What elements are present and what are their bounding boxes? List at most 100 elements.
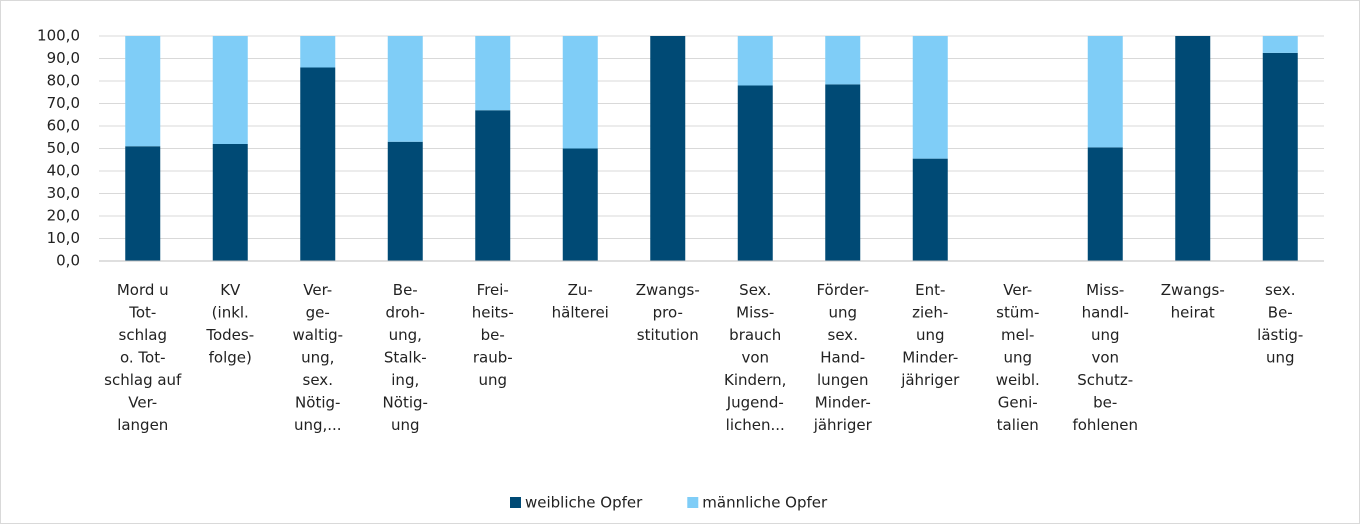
x-tick-label-line: Sex.	[739, 281, 771, 299]
x-tick-label-line: Be-	[1268, 303, 1293, 321]
y-tick-label: 50,0	[47, 139, 80, 157]
x-tick-label-line: KV	[220, 281, 241, 299]
bar-segment	[1262, 52, 1298, 261]
x-tick-label-line: langen	[117, 416, 168, 434]
x-tick-label-line: Zwangs-	[1161, 281, 1225, 299]
bar-segment	[737, 85, 773, 261]
bar-segment	[212, 36, 248, 144]
x-tick-label-line: Be-	[393, 281, 418, 299]
x-tick-label-line: stitution	[637, 326, 699, 344]
x-tick-label: Mord u Tot-schlag o. Tot-schlag auf Ver-lan…	[104, 281, 182, 434]
x-tick-label-line: o. Tot-	[120, 348, 166, 366]
x-tick-label-line: ge-	[306, 303, 330, 321]
y-tick-label: 60,0	[47, 117, 80, 135]
x-tick-label-line: Geni-	[998, 393, 1038, 411]
y-tick-label: 30,0	[47, 184, 80, 202]
x-tick-label-line: brauch	[729, 326, 781, 344]
x-tick-label-line: sex.	[828, 326, 858, 344]
legend-swatch	[687, 497, 699, 508]
x-tick-label-line: Förder-	[816, 281, 869, 299]
x-tick-label-line: ung	[391, 416, 420, 434]
x-tick-label-line: Kindern,	[724, 371, 786, 389]
x-tick-label-line: Tot-	[128, 303, 156, 321]
bar-segment	[562, 148, 598, 261]
y-tick-label: 80,0	[47, 72, 80, 90]
x-tick-label-line: Ent-	[915, 281, 945, 299]
x-tick-label-line: ung,	[389, 326, 422, 344]
bar-segment	[562, 36, 598, 149]
x-tick-label-line: Zwangs-	[636, 281, 700, 299]
bar-segment	[1087, 147, 1123, 261]
x-tick-label-line: ung,	[301, 348, 334, 366]
y-tick-label: 90,0	[47, 49, 80, 67]
y-tick-label: 40,0	[47, 162, 80, 180]
x-tick-label-line: schlag	[119, 326, 167, 344]
bar-segment	[1087, 36, 1123, 148]
x-tick-label: Förder-ung sex. Hand-lungen Minder-jähriger	[813, 281, 873, 434]
x-tick-label-line: von	[741, 348, 769, 366]
x-tick-label-line: Todes-	[205, 326, 254, 344]
bar-segment	[737, 36, 773, 86]
x-tick-label-line: raub-	[473, 348, 513, 366]
x-tick-label: Sex. Miss-brauch von Kindern, Jugend-lichen.…	[724, 281, 786, 434]
bar-segment	[300, 36, 336, 68]
x-tick-label-line: lästig-	[1257, 326, 1303, 344]
x-tick-label-line: folge)	[209, 348, 252, 366]
x-tick-label-line: ung,...	[294, 416, 342, 434]
bar-segment	[387, 141, 423, 261]
y-tick-label: 10,0	[47, 229, 80, 247]
x-tick-label-line: Frei-	[477, 281, 509, 299]
x-tick-label: Ent-zieh-ung Minder-jähriger	[900, 281, 960, 389]
legend-label: männliche Opfer	[702, 494, 828, 512]
bar-segment	[475, 36, 511, 111]
bar-segment	[912, 158, 948, 261]
x-tick-label-line: Schutz-	[1077, 371, 1133, 389]
x-tick-label-line: Ver-	[303, 281, 332, 299]
x-tick-label-line: stüm-	[996, 303, 1039, 321]
x-tick-label-line: (inkl.	[212, 303, 249, 321]
y-tick-label: 100,0	[37, 27, 80, 45]
x-tick-label-line: jähriger	[813, 416, 873, 434]
x-tick-label: Frei-heits-be-raub-ung	[472, 281, 514, 389]
x-tick-label-line: be-	[481, 326, 505, 344]
x-tick-label-line: schlag auf	[104, 371, 182, 389]
x-tick-label: Zwangs-pro-stitution	[636, 281, 700, 344]
x-tick-label-line: von	[1091, 348, 1119, 366]
x-tick-label-line: ing,	[391, 371, 419, 389]
legend-swatch	[510, 497, 521, 508]
bar-segment	[125, 146, 161, 261]
x-tick-label-line: Miss-	[736, 303, 774, 321]
bar-segment	[1175, 36, 1211, 261]
x-tick-label: Ver-stüm-mel-ung weibl. Geni-talien	[996, 281, 1040, 434]
x-tick-label: Zwangs-heirat	[1161, 281, 1225, 322]
x-tick-label-line: Miss-	[1086, 281, 1124, 299]
x-tick-label-line: fohlenen	[1072, 416, 1138, 434]
x-tick-label-line: Ver-	[1003, 281, 1032, 299]
y-tick-label: 20,0	[47, 207, 80, 225]
x-tick-label-line: mel-	[1001, 326, 1034, 344]
x-tick-label: Be-droh-ung, Stalk-ing, Nötig-ung	[383, 281, 428, 434]
x-tick-label-line: ung	[1091, 326, 1120, 344]
x-tick-label-line: sex.	[303, 371, 333, 389]
x-tick-label-line: Hand-	[820, 348, 865, 366]
x-tick-label-line: jähriger	[900, 371, 960, 389]
x-tick-label-line: waltig-	[292, 326, 343, 344]
x-tick-label-line: heits-	[472, 303, 514, 321]
x-tick-label: Zu-hälterei	[552, 281, 609, 322]
x-tick-label: sex. Be-lästig-ung	[1257, 281, 1303, 367]
y-tick-label: 70,0	[47, 94, 80, 112]
y-tick-label: 0,0	[56, 252, 80, 270]
bar-segment	[475, 110, 511, 261]
x-tick-label-line: lungen	[817, 371, 868, 389]
x-tick-label-line: Jugend-	[726, 393, 784, 411]
x-tick-label-line: heirat	[1171, 303, 1215, 321]
x-tick-label-line: ung	[478, 371, 507, 389]
bar-segment	[912, 36, 948, 159]
x-tick-label: KV (inkl. Todes-folge)	[205, 281, 254, 367]
x-tick-label: Miss-handl-ung von Schutz-be-fohlenen	[1072, 281, 1138, 434]
x-tick-label: Ver-ge-waltig-ung, sex. Nötig-ung,...	[292, 281, 343, 434]
x-tick-label-line: zieh-	[912, 303, 948, 321]
bar-segment	[650, 36, 686, 261]
x-tick-label-line: Nötig-	[295, 393, 340, 411]
